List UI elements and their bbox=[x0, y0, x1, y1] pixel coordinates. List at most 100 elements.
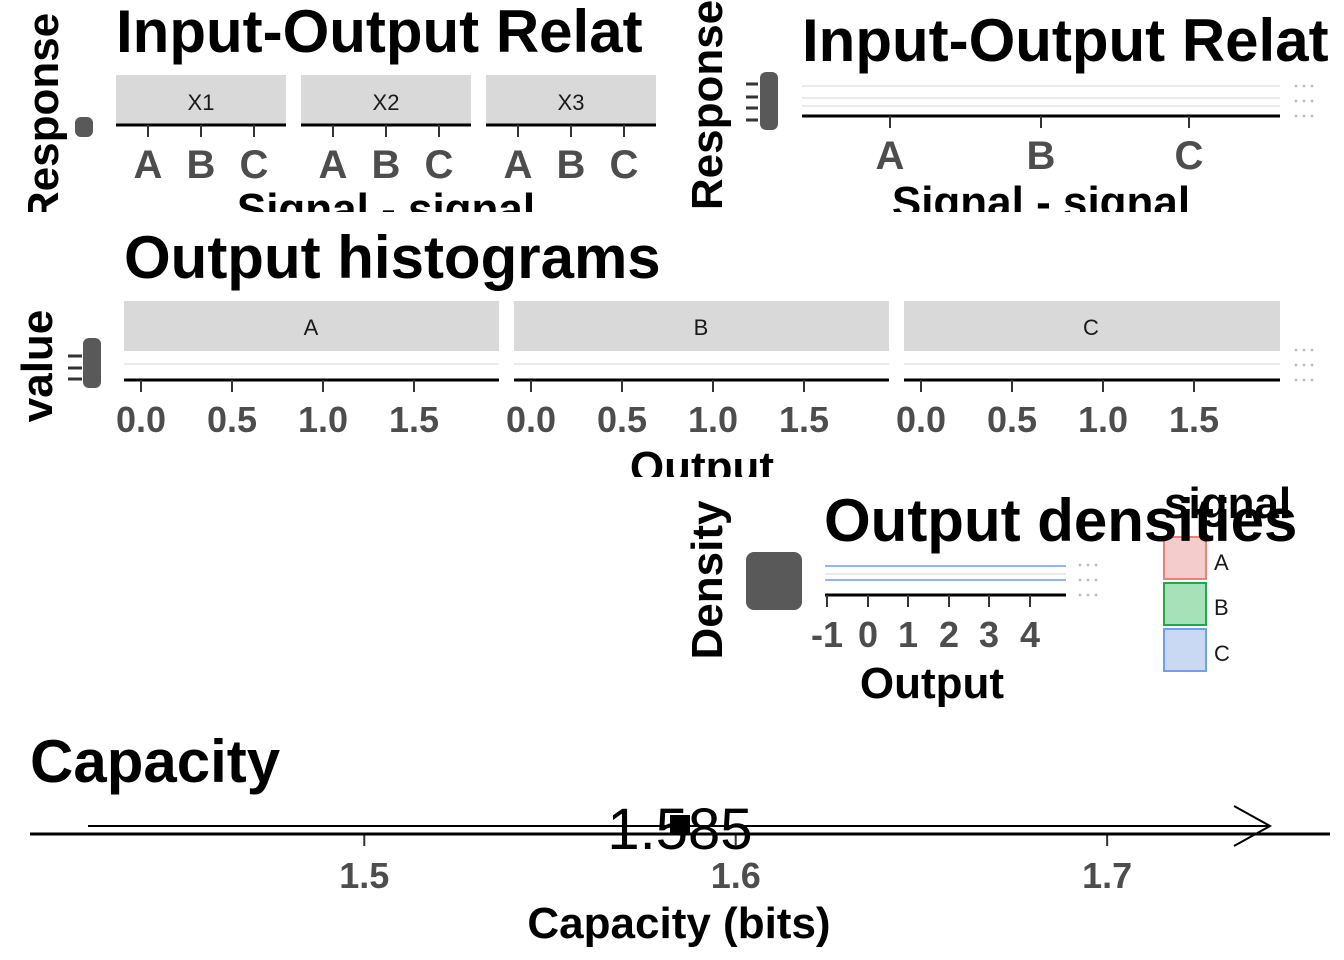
dot bbox=[1302, 84, 1306, 88]
io-single-y-ticks bbox=[746, 72, 778, 130]
strip-background bbox=[116, 75, 286, 125]
x-tick-label: 1.6 bbox=[711, 855, 761, 896]
x-tick-label: 3 bbox=[979, 614, 999, 655]
io-facet-x-axis-title: Signal - signal bbox=[237, 185, 535, 234]
strip-background bbox=[486, 75, 656, 125]
dot bbox=[1294, 363, 1298, 367]
io-single-gridlines bbox=[802, 85, 1280, 107]
dot bbox=[1310, 99, 1314, 103]
capacity-plot-area: 1.5851.51.61.7 bbox=[88, 797, 1273, 896]
x-tick-label: 1 bbox=[898, 614, 918, 655]
density-y-ticks bbox=[746, 552, 802, 610]
histogram-y-ticks bbox=[68, 338, 101, 388]
io-facet-panel-x2: X2 A B C bbox=[301, 75, 471, 187]
dot bbox=[1310, 363, 1314, 367]
capacity-chart: Capacity 1.5851.51.61.7 Capacity (bits) bbox=[30, 728, 1330, 948]
x-tick-label: 1.5 bbox=[339, 855, 389, 896]
dot bbox=[1094, 563, 1098, 567]
y-tick-label-blob bbox=[746, 552, 802, 610]
legend-entry-c: C bbox=[1163, 628, 1230, 672]
x-tick-label: C bbox=[240, 143, 269, 187]
capacity-x-axis-title: Capacity (bits) bbox=[527, 899, 830, 948]
strip-label-x1: X1 bbox=[188, 90, 215, 115]
dot bbox=[1078, 578, 1082, 582]
x-tick-label: 0.5 bbox=[207, 399, 257, 440]
x-tick-label: B bbox=[1027, 134, 1056, 178]
strip-background bbox=[904, 301, 1280, 351]
dot bbox=[1310, 114, 1314, 118]
legend-entry-a: A bbox=[1163, 536, 1229, 580]
io-single-overflow-marks bbox=[1294, 84, 1314, 118]
x-tick-label: 1.0 bbox=[298, 399, 348, 440]
x-tick-label: 0 bbox=[858, 614, 878, 655]
x-tick-label: 0.5 bbox=[987, 399, 1037, 440]
histogram-y-axis-title: value bbox=[13, 310, 62, 423]
io-facet-chart: Input-Output Relat Response X1 A B C X2 … bbox=[19, 0, 656, 234]
io-single-x-axis-title: Signal - signal bbox=[892, 178, 1190, 227]
dot bbox=[1078, 593, 1082, 597]
histogram-panel-c: C 0.0 0.5 1.0 1.5 bbox=[896, 301, 1280, 440]
x-tick-label: 4 bbox=[1020, 614, 1040, 655]
x-tick-label: 1.0 bbox=[688, 399, 738, 440]
io-facet-title: Input-Output Relat bbox=[116, 0, 643, 65]
strip-label-x2: X2 bbox=[373, 90, 400, 115]
legend-key-a bbox=[1163, 536, 1207, 580]
dot bbox=[1294, 84, 1298, 88]
io-single-y-axis-title: Response bbox=[683, 0, 732, 210]
io-facet-panel-x3: X3 A B C bbox=[486, 75, 656, 187]
strip-background bbox=[124, 301, 499, 351]
density-title: Output densities bbox=[824, 487, 1297, 554]
capacity-point bbox=[670, 815, 690, 835]
io-facet-y-axis-title: Response bbox=[19, 13, 68, 223]
x-tick-label: C bbox=[1175, 134, 1204, 178]
histogram-overflow-marks bbox=[1294, 348, 1314, 382]
x-tick-label: 1.7 bbox=[1082, 855, 1132, 896]
x-tick-label: -1 bbox=[811, 614, 843, 655]
legend-key-c bbox=[1163, 628, 1207, 672]
strip-label-b: B bbox=[694, 315, 709, 340]
dot bbox=[1294, 348, 1298, 352]
legend-key-b bbox=[1163, 582, 1207, 626]
dot bbox=[1310, 348, 1314, 352]
legend-entry-b: B bbox=[1163, 582, 1229, 626]
y-tick-label-blob bbox=[83, 338, 101, 388]
dot bbox=[1086, 578, 1090, 582]
x-tick-label: 0.0 bbox=[506, 399, 556, 440]
histogram-x-axis-title: Output bbox=[630, 443, 775, 492]
capacity-title: Capacity bbox=[30, 728, 281, 795]
density-overflow-marks bbox=[1078, 563, 1098, 597]
dot bbox=[1294, 378, 1298, 382]
io-single-chart: Input-Output Relat Response A B C Signal… bbox=[683, 0, 1329, 227]
histogram-title: Output histograms bbox=[124, 224, 661, 291]
dot bbox=[1094, 578, 1098, 582]
x-tick-label: B bbox=[557, 143, 586, 187]
dot bbox=[1086, 563, 1090, 567]
x-tick-label: C bbox=[425, 143, 454, 187]
io-facet-panel-x1: X1 A B C bbox=[116, 75, 286, 187]
strip-label-c: C bbox=[1083, 315, 1099, 340]
x-tick-label: 0.0 bbox=[116, 399, 166, 440]
io-facet-y-tick-blob bbox=[75, 117, 93, 137]
legend-label-c: C bbox=[1214, 641, 1230, 666]
legend-label-b: B bbox=[1214, 595, 1229, 620]
x-tick-label: 1.0 bbox=[1078, 399, 1128, 440]
y-tick-label-blob bbox=[760, 72, 778, 130]
x-tick-label: C bbox=[610, 143, 639, 187]
dot bbox=[1302, 378, 1306, 382]
x-tick-label: A bbox=[319, 143, 348, 187]
dot bbox=[1302, 348, 1306, 352]
histogram-panel-a: A 0.0 0.5 1.0 1.5 bbox=[116, 301, 499, 440]
legend-title: signal bbox=[1164, 479, 1291, 528]
histogram-chart: Output histograms value A 0.0 0.5 1.0 1.… bbox=[13, 224, 1314, 492]
strip-background bbox=[301, 75, 471, 125]
dot bbox=[1294, 114, 1298, 118]
dot bbox=[1302, 363, 1306, 367]
x-tick-label: A bbox=[504, 143, 533, 187]
dot bbox=[1302, 99, 1306, 103]
io-single-title: Input-Output Relat bbox=[802, 7, 1329, 74]
strip-background bbox=[514, 301, 889, 351]
x-tick-label: 0.0 bbox=[896, 399, 946, 440]
x-tick-label: B bbox=[187, 143, 216, 187]
dot bbox=[1294, 99, 1298, 103]
